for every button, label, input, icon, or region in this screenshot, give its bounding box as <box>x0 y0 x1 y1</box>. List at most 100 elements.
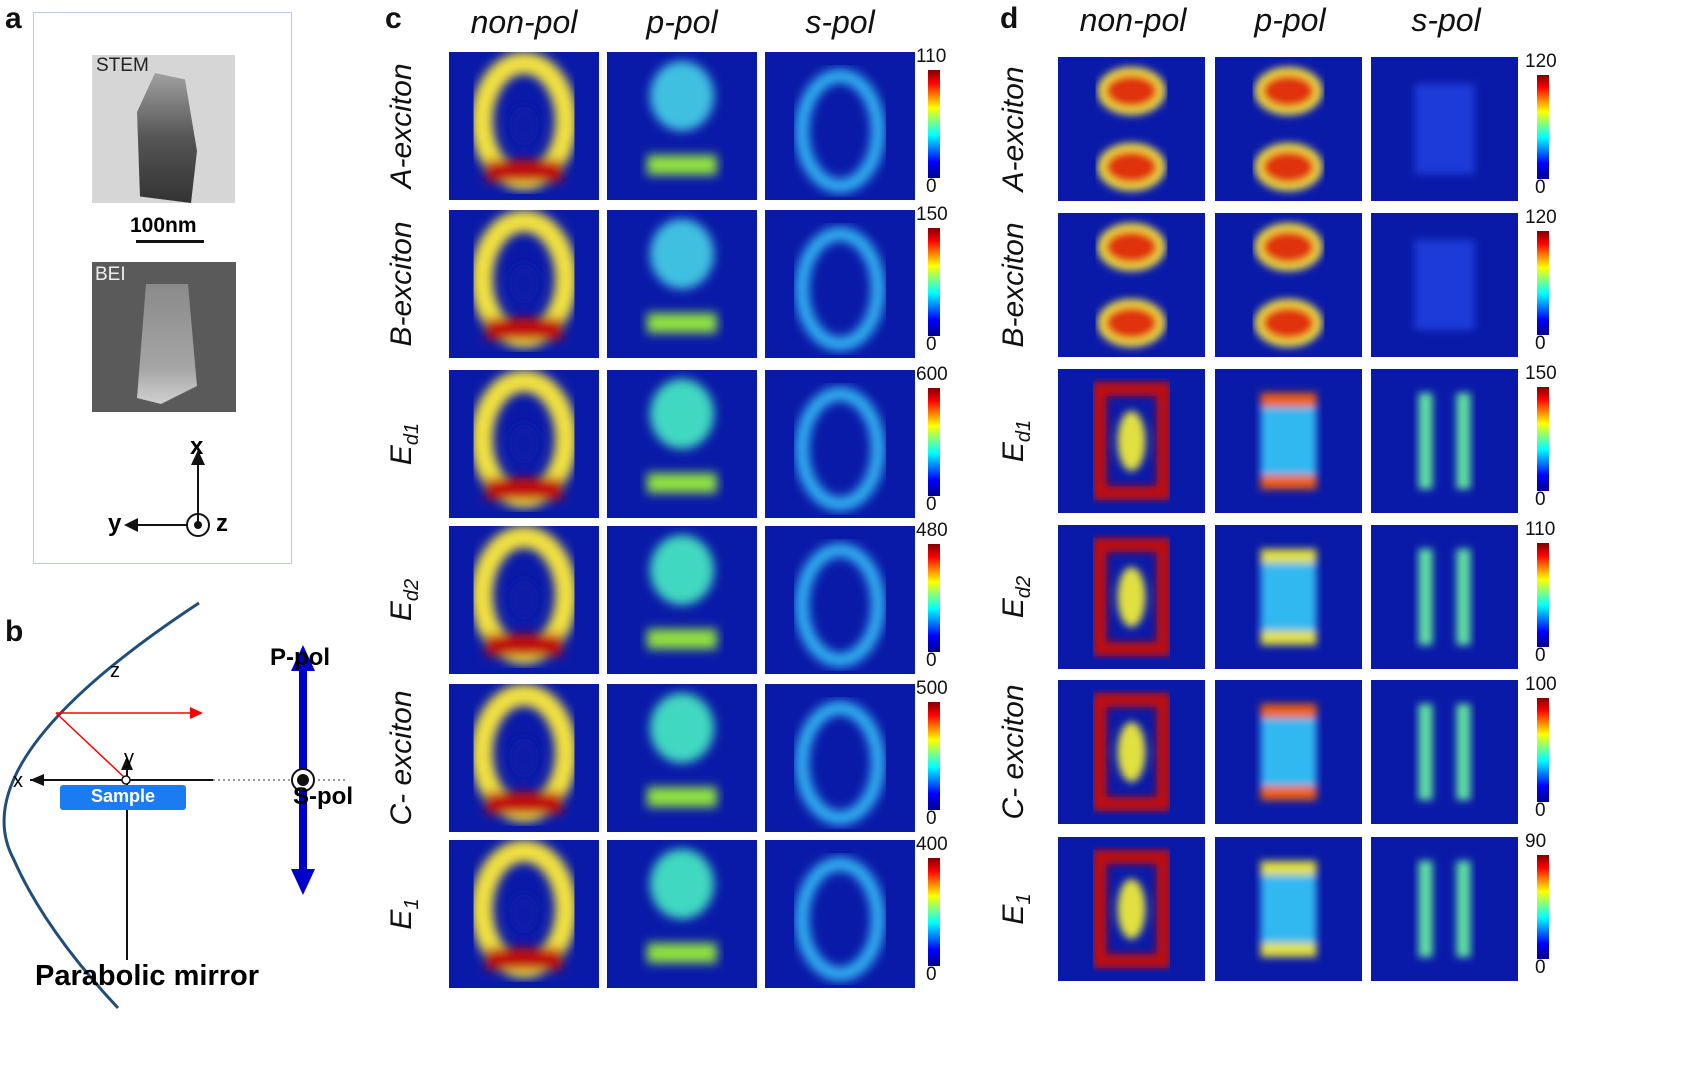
axis-y-label: y <box>108 510 122 537</box>
panel-d-label: d <box>1000 2 1019 35</box>
row-label-subscript: d2 <box>1013 575 1035 599</box>
measured-map-tile <box>607 52 757 200</box>
row-label-subscript: d2 <box>401 578 423 602</box>
colorbar-min: 0 <box>1535 800 1546 821</box>
colorbar-min: 0 <box>1535 645 1546 666</box>
colorbar <box>1537 231 1549 335</box>
colorbar-max: 100 <box>1525 674 1557 695</box>
row-label: A-exciton <box>385 63 423 188</box>
column-header-non-pol: non-pol <box>1079 2 1187 38</box>
parabolic-mirror-caption: Parabolic mirror <box>35 960 260 992</box>
colorbar-min: 0 <box>1535 957 1546 978</box>
colorbar-max: 120 <box>1525 207 1557 228</box>
measured-map-tile <box>449 840 599 988</box>
colorbar-max: 150 <box>916 204 948 225</box>
row-label-subscript: d1 <box>401 422 423 446</box>
row-label: B-exciton <box>997 222 1035 347</box>
colorbar-min: 0 <box>926 964 937 985</box>
b-axis-x: x <box>13 770 23 792</box>
simulated-map-tile <box>1215 213 1362 357</box>
row-label: Ed2 <box>997 576 1035 618</box>
colorbar-min: 0 <box>1535 177 1546 198</box>
row-label: Ed2 <box>385 579 423 621</box>
measured-map-tile <box>607 840 757 988</box>
panel-a-frame <box>33 12 292 564</box>
colorbar-min: 0 <box>926 808 937 829</box>
colorbar-max: 500 <box>916 678 948 699</box>
measured-map-tile <box>765 370 915 518</box>
colorbar <box>928 544 940 652</box>
measured-map-tile <box>765 840 915 988</box>
colorbar-min: 0 <box>926 334 937 355</box>
measured-map-tile <box>607 684 757 832</box>
column-header-s-pol: s-pol <box>1411 2 1481 38</box>
stem-image: STEM <box>92 55 235 203</box>
row-label: Ed1 <box>997 420 1035 462</box>
simulated-map-tile <box>1215 525 1362 669</box>
simulated-map-tile <box>1058 213 1205 357</box>
row-label-name: E <box>385 601 418 622</box>
b-axis-y: y <box>124 747 134 769</box>
row-label: Ed1 <box>385 423 423 465</box>
colorbar-max: 110 <box>916 46 947 67</box>
simulated-map-tile <box>1058 369 1205 513</box>
colorbar-max: 480 <box>916 520 948 541</box>
colorbar <box>1537 698 1549 802</box>
column-header-p-pol: p-pol <box>646 4 718 40</box>
colorbar-max: 600 <box>916 364 948 385</box>
colorbar-min: 0 <box>926 176 937 197</box>
row-label-name: B-exciton <box>997 222 1030 348</box>
bei-image: BEI <box>92 262 236 412</box>
p-pol-label: P-pol <box>270 644 330 671</box>
row-label: A-exciton <box>997 66 1035 191</box>
row-label-name: A-exciton <box>997 66 1030 192</box>
row-label-name: E <box>997 598 1030 619</box>
simulated-map-tile <box>1371 837 1518 981</box>
simulated-map-tile <box>1371 213 1518 357</box>
b-axis-z: z <box>110 660 120 682</box>
colorbar <box>928 388 940 496</box>
colorbar <box>1537 75 1549 179</box>
colorbar-max: 150 <box>1525 363 1557 384</box>
row-label-subscript: 1 <box>1013 893 1035 905</box>
axis-x-label: x <box>190 433 204 460</box>
colorbar-min: 0 <box>1535 489 1546 510</box>
colorbar-min: 0 <box>926 650 937 671</box>
simulated-map-tile <box>1058 57 1205 201</box>
measured-map-tile <box>449 210 599 358</box>
row-label: E1 <box>997 893 1035 924</box>
simulated-map-tile <box>1215 680 1362 824</box>
panel-b-label: b <box>5 615 24 648</box>
measured-map-tile <box>449 370 599 518</box>
sample-label: Sample <box>90 786 156 806</box>
colorbar <box>1537 855 1549 959</box>
row-label-name: E <box>385 445 418 466</box>
bei-label: BEI <box>95 264 126 285</box>
colorbar <box>1537 387 1549 491</box>
simulated-map-tile <box>1215 369 1362 513</box>
simulated-map-tile <box>1371 680 1518 824</box>
simulated-map-tile <box>1371 369 1518 513</box>
colorbar <box>928 228 940 336</box>
row-label: C- exciton <box>997 684 1035 819</box>
column-header-p-pol: p-pol <box>1254 2 1326 38</box>
row-label-name: C- exciton <box>997 684 1030 820</box>
panel-a-label: a <box>5 2 22 35</box>
scale-bar <box>136 240 204 243</box>
row-label-name: E <box>997 442 1030 463</box>
coordinate-axes-icon <box>124 450 210 537</box>
measured-map-tile <box>765 526 915 674</box>
measured-map-tile <box>449 52 599 200</box>
simulated-map-tile <box>1215 837 1362 981</box>
column-header-non-pol: non-pol <box>470 4 578 40</box>
column-header-s-pol: s-pol <box>805 4 875 40</box>
colorbar-min: 0 <box>926 494 937 515</box>
colorbar <box>1537 543 1549 647</box>
row-label-name: E <box>385 909 418 930</box>
colorbar-max: 400 <box>916 834 948 855</box>
axis-z-label: z <box>216 510 228 537</box>
row-label: E1 <box>385 898 423 929</box>
colorbar-max: 90 <box>1525 831 1547 852</box>
simulated-map-tile <box>1215 57 1362 201</box>
measured-map-tile <box>765 52 915 200</box>
